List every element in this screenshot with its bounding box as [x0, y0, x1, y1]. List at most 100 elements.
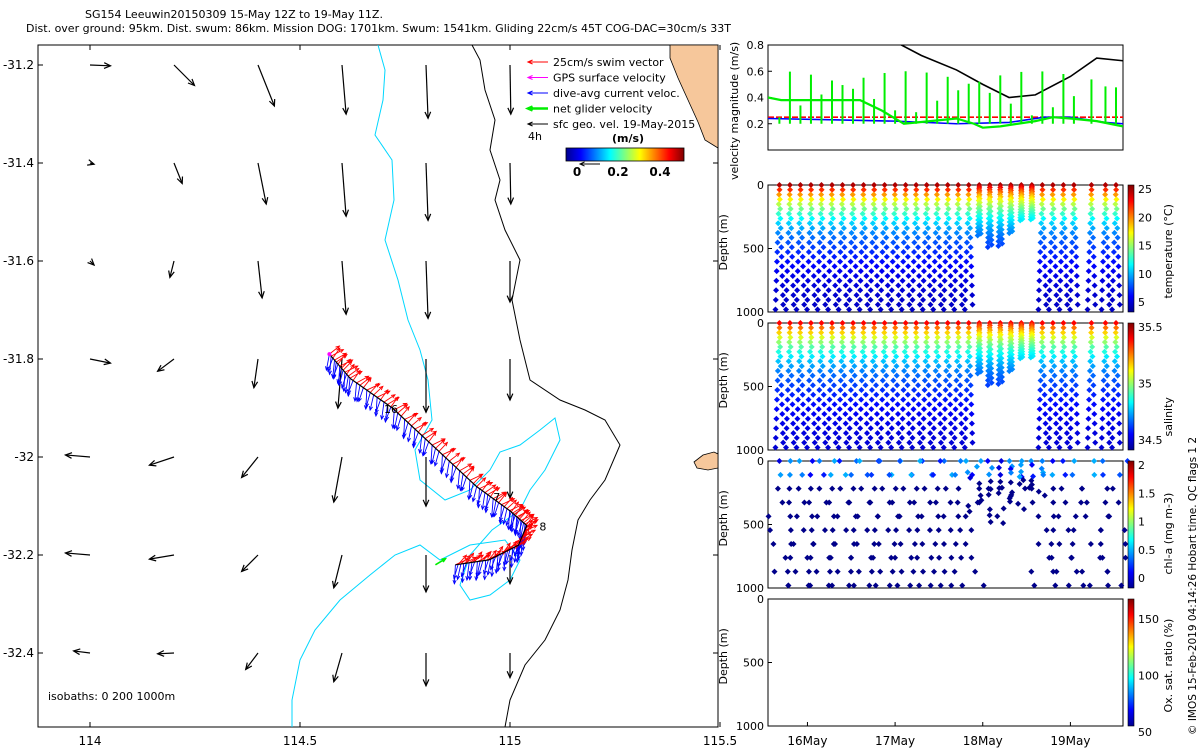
section-data-point: [889, 415, 896, 422]
section-data-point: [790, 292, 797, 299]
section-data-point: [801, 439, 808, 446]
section-data-point: [892, 320, 899, 326]
section-data-point: [794, 268, 801, 275]
section-data-point: [946, 253, 953, 260]
current-vector-arrow-head: [411, 443, 416, 449]
section-data-point: [784, 258, 791, 265]
section-data-point: [901, 358, 908, 365]
section-data-point: [1121, 527, 1128, 534]
current-vector-arrow: [476, 488, 481, 509]
current-vector-arrow-head: [380, 415, 385, 421]
section-data-point: [867, 434, 874, 441]
section-data-point: [1091, 401, 1098, 408]
section-data-point: [795, 377, 802, 384]
geo-velocity-arrow-head: [103, 62, 112, 69]
section-data-point: [837, 367, 844, 374]
section-data-point: [935, 527, 942, 534]
section-data-point: [935, 234, 942, 241]
net-velocity-arrow-head: [441, 557, 448, 563]
section-data-point: [931, 406, 938, 413]
section-data-point: [789, 401, 796, 408]
section-data-point: [900, 377, 907, 384]
swim-vector-arrow-head: [522, 531, 528, 537]
section-data-point: [937, 410, 944, 417]
geo-velocity-arrow-head: [147, 554, 157, 562]
section-data-point: [861, 363, 868, 370]
section-data-point: [773, 396, 780, 403]
section-data-point: [936, 253, 943, 260]
section-data-point: [842, 292, 849, 299]
section-data-point: [885, 292, 892, 299]
section-data-point: [1045, 306, 1052, 313]
section-data-point: [1103, 353, 1110, 360]
section-data-point: [1060, 191, 1067, 198]
section-data-point: [1056, 306, 1063, 313]
current-vector-arrow-shaft: [407, 425, 412, 442]
section-data-point: [889, 387, 896, 394]
section-data-point: [913, 485, 920, 492]
section-data-point: [958, 272, 965, 279]
section-data-point: [968, 272, 975, 279]
swim-vector-arrow: [400, 406, 410, 417]
section-data-point: [1113, 196, 1120, 203]
geo-velocity-arrow-head: [342, 107, 349, 116]
current-vector-arrow-shaft: [495, 555, 499, 574]
section-data-point: [894, 272, 901, 279]
section-data-point: [1070, 329, 1077, 336]
current-vector-arrow-head: [338, 380, 343, 386]
section-data-point: [1007, 479, 1014, 486]
current-vector-arrow: [338, 370, 344, 386]
current-vector-arrow: [406, 425, 412, 443]
section-data-point: [883, 372, 890, 379]
section-data-point: [895, 301, 902, 308]
section-data-point: [1027, 354, 1034, 361]
section-data-point: [906, 292, 913, 299]
geo-velocity-arrow: [424, 64, 432, 120]
section-data-point: [848, 239, 855, 246]
section-data-point: [785, 220, 792, 227]
section-data-point: [826, 258, 833, 265]
section-data-point: [1100, 396, 1107, 403]
section-data-point: [964, 229, 971, 236]
section-data-point: [947, 282, 954, 289]
section-data-point: [914, 225, 921, 232]
section-ytick-label: 1000: [736, 582, 764, 595]
swim-vector-arrow-shaft: [342, 360, 353, 371]
section-data-point: [809, 244, 816, 251]
section-data-point: [1103, 215, 1110, 222]
section-data-point: [954, 220, 961, 227]
section-data-point: [787, 554, 794, 561]
section-data-point: [871, 527, 878, 534]
section-data-point: [894, 391, 901, 398]
section-data-point: [889, 277, 896, 284]
current-vector-arrow: [368, 394, 375, 412]
section-data-point: [818, 186, 825, 193]
section-data-point: [1070, 201, 1077, 208]
section-data-point: [947, 410, 954, 417]
section-data-point: [964, 469, 971, 476]
swim-vector-arrow-head: [405, 406, 410, 411]
swim-vector-arrow-shaft: [498, 492, 507, 503]
section-data-point: [786, 348, 793, 355]
time-tick-label: 19May: [1050, 734, 1090, 748]
section-data-point: [839, 196, 846, 203]
section-data-point: [889, 568, 896, 575]
section-data-point: [804, 306, 811, 313]
geo-velocity-arrow-head: [422, 679, 430, 688]
section-ytick-label: 1000: [736, 306, 764, 319]
map-ytick-label: -31.6: [3, 254, 34, 268]
section-data-point: [804, 554, 811, 561]
section-data-point: [839, 182, 846, 188]
section-data-point: [1046, 425, 1053, 432]
section-data-point: [840, 353, 847, 360]
swim-vector-arrow: [476, 477, 487, 487]
section-data-point: [1086, 239, 1093, 246]
section-data-point: [850, 334, 857, 341]
current-vector-arrow-head: [357, 397, 362, 403]
current-vector-arrow: [385, 406, 392, 422]
section-data-point: [1087, 210, 1094, 217]
section-data-point: [852, 513, 859, 520]
current-vector-arrow: [380, 402, 385, 421]
current-vector-arrow-shaft: [497, 554, 501, 572]
section-data-point: [951, 434, 958, 441]
